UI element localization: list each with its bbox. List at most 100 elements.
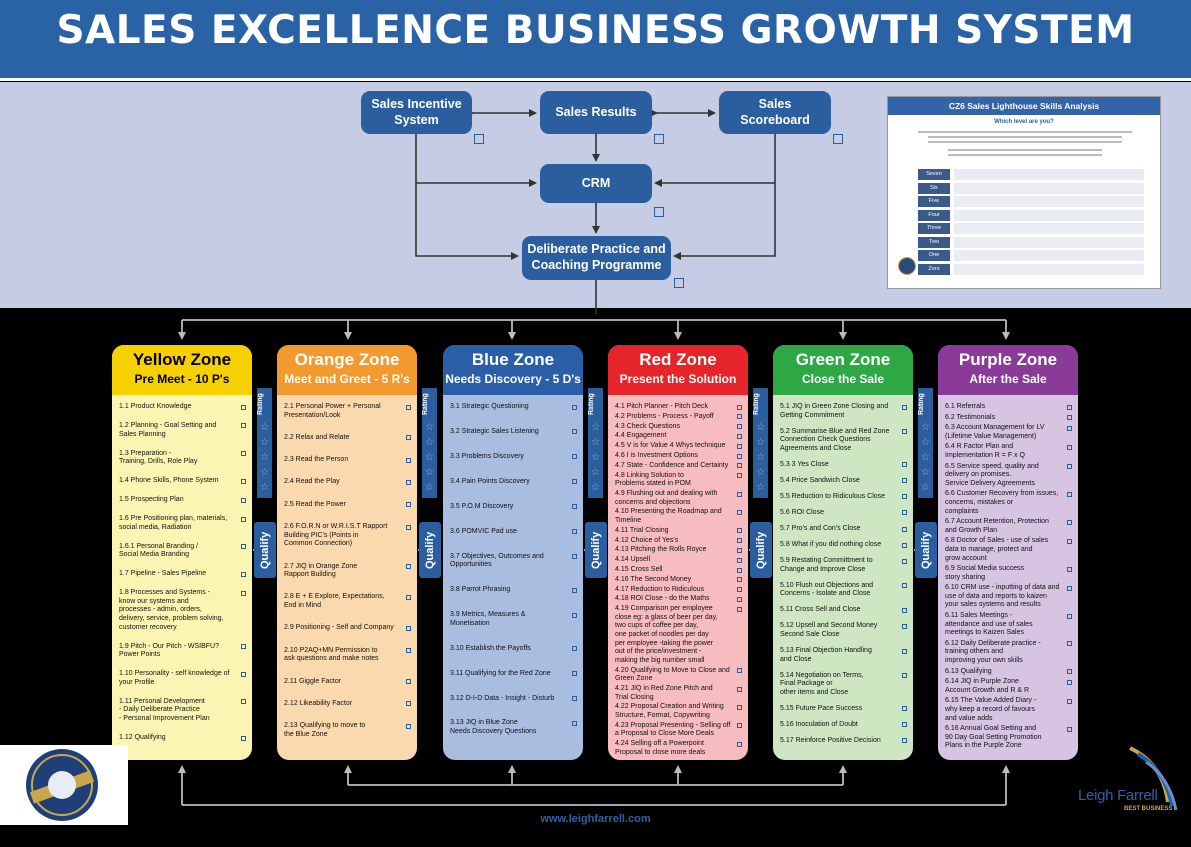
item-checkbox[interactable] xyxy=(406,524,411,530)
star-icon[interactable]: ☆ xyxy=(756,482,765,493)
item-checkbox[interactable] xyxy=(902,558,907,564)
item-checkbox[interactable] xyxy=(572,612,577,618)
item-checkbox[interactable] xyxy=(241,671,246,677)
item-checkbox[interactable] xyxy=(902,462,907,468)
item-checkbox[interactable] xyxy=(1067,415,1072,421)
item-checkbox[interactable] xyxy=(572,587,577,593)
item-checkbox[interactable] xyxy=(572,646,577,652)
item-checkbox[interactable] xyxy=(902,738,907,744)
star-icon[interactable]: ☆ xyxy=(756,452,765,463)
item-checkbox[interactable] xyxy=(406,648,411,654)
item-checkbox[interactable] xyxy=(737,547,742,553)
item-checkbox[interactable] xyxy=(241,451,246,457)
star-icon[interactable]: ☆ xyxy=(260,482,269,493)
item-checkbox[interactable] xyxy=(737,596,742,602)
item-checkbox[interactable] xyxy=(572,504,577,510)
item-checkbox[interactable] xyxy=(737,668,742,674)
item-checkbox[interactable] xyxy=(241,497,246,503)
item-checkbox[interactable] xyxy=(572,454,577,460)
item-checkbox[interactable] xyxy=(737,433,742,439)
item-checkbox[interactable] xyxy=(737,567,742,573)
item-checkbox[interactable] xyxy=(241,571,246,577)
item-checkbox[interactable] xyxy=(902,429,907,435)
item-checkbox[interactable] xyxy=(902,526,907,532)
item-checkbox[interactable] xyxy=(902,494,907,500)
item-checkbox[interactable] xyxy=(902,478,907,484)
item-checkbox[interactable] xyxy=(1067,444,1072,450)
item-checkbox[interactable] xyxy=(902,648,907,654)
star-icon[interactable]: ☆ xyxy=(756,437,765,448)
item-checkbox[interactable] xyxy=(737,453,742,459)
star-icon[interactable]: ☆ xyxy=(591,422,600,433)
item-checkbox[interactable] xyxy=(902,542,907,548)
item-checkbox[interactable] xyxy=(241,544,246,550)
item-checkbox[interactable] xyxy=(737,414,742,420)
item-checkbox[interactable] xyxy=(241,404,246,410)
item-checkbox[interactable] xyxy=(737,538,742,544)
item-checkbox[interactable] xyxy=(1067,464,1072,470)
item-checkbox[interactable] xyxy=(902,673,907,679)
item-checkbox[interactable] xyxy=(241,516,246,522)
item-checkbox[interactable] xyxy=(241,423,246,429)
star-icon[interactable]: ☆ xyxy=(591,452,600,463)
item-checkbox[interactable] xyxy=(737,606,742,612)
star-icon[interactable]: ☆ xyxy=(425,482,434,493)
item-checkbox[interactable] xyxy=(572,671,577,677)
scoreboard-checkbox[interactable] xyxy=(833,134,843,144)
item-checkbox[interactable] xyxy=(572,720,577,726)
star-icon[interactable]: ☆ xyxy=(921,452,930,463)
item-checkbox[interactable] xyxy=(572,554,577,560)
item-checkbox[interactable] xyxy=(737,723,742,729)
item-checkbox[interactable] xyxy=(1067,669,1072,675)
item-checkbox[interactable] xyxy=(406,594,411,600)
star-icon[interactable]: ☆ xyxy=(921,437,930,448)
star-icon[interactable]: ☆ xyxy=(591,482,600,493)
item-checkbox[interactable] xyxy=(902,706,907,712)
item-checkbox[interactable] xyxy=(1067,519,1072,525)
item-checkbox[interactable] xyxy=(406,502,411,508)
star-icon[interactable]: ☆ xyxy=(425,467,434,478)
item-checkbox[interactable] xyxy=(572,479,577,485)
deliberate-checkbox[interactable] xyxy=(674,278,684,288)
item-checkbox[interactable] xyxy=(902,404,907,410)
item-checkbox[interactable] xyxy=(902,607,907,613)
star-icon[interactable]: ☆ xyxy=(425,437,434,448)
star-icon[interactable]: ☆ xyxy=(260,422,269,433)
star-icon[interactable]: ☆ xyxy=(921,482,930,493)
item-checkbox[interactable] xyxy=(1067,538,1072,544)
item-checkbox[interactable] xyxy=(737,557,742,563)
item-checkbox[interactable] xyxy=(737,587,742,593)
item-checkbox[interactable] xyxy=(572,429,577,435)
star-icon[interactable]: ☆ xyxy=(591,467,600,478)
item-checkbox[interactable] xyxy=(902,510,907,516)
item-checkbox[interactable] xyxy=(737,463,742,469)
item-checkbox[interactable] xyxy=(1067,404,1072,410)
item-checkbox[interactable] xyxy=(1067,566,1072,572)
star-icon[interactable]: ☆ xyxy=(921,467,930,478)
item-checkbox[interactable] xyxy=(406,701,411,707)
item-checkbox[interactable] xyxy=(572,696,577,702)
item-checkbox[interactable] xyxy=(406,625,411,631)
star-icon[interactable]: ☆ xyxy=(756,422,765,433)
item-checkbox[interactable] xyxy=(737,473,742,479)
star-icon[interactable]: ☆ xyxy=(756,467,765,478)
results-checkbox[interactable] xyxy=(654,134,664,144)
star-icon[interactable]: ☆ xyxy=(260,467,269,478)
item-checkbox[interactable] xyxy=(737,443,742,449)
item-checkbox[interactable] xyxy=(1067,641,1072,647)
star-icon[interactable]: ☆ xyxy=(591,437,600,448)
item-checkbox[interactable] xyxy=(241,590,246,596)
item-checkbox[interactable] xyxy=(737,491,742,497)
item-checkbox[interactable] xyxy=(1067,726,1072,732)
item-checkbox[interactable] xyxy=(406,723,411,729)
item-checkbox[interactable] xyxy=(406,435,411,441)
item-checkbox[interactable] xyxy=(241,478,246,484)
star-icon[interactable]: ☆ xyxy=(260,452,269,463)
item-checkbox[interactable] xyxy=(737,704,742,710)
star-icon[interactable]: ☆ xyxy=(425,452,434,463)
item-checkbox[interactable] xyxy=(406,404,411,410)
star-icon[interactable]: ☆ xyxy=(425,422,434,433)
item-checkbox[interactable] xyxy=(737,528,742,534)
item-checkbox[interactable] xyxy=(737,741,742,747)
item-checkbox[interactable] xyxy=(241,699,246,705)
